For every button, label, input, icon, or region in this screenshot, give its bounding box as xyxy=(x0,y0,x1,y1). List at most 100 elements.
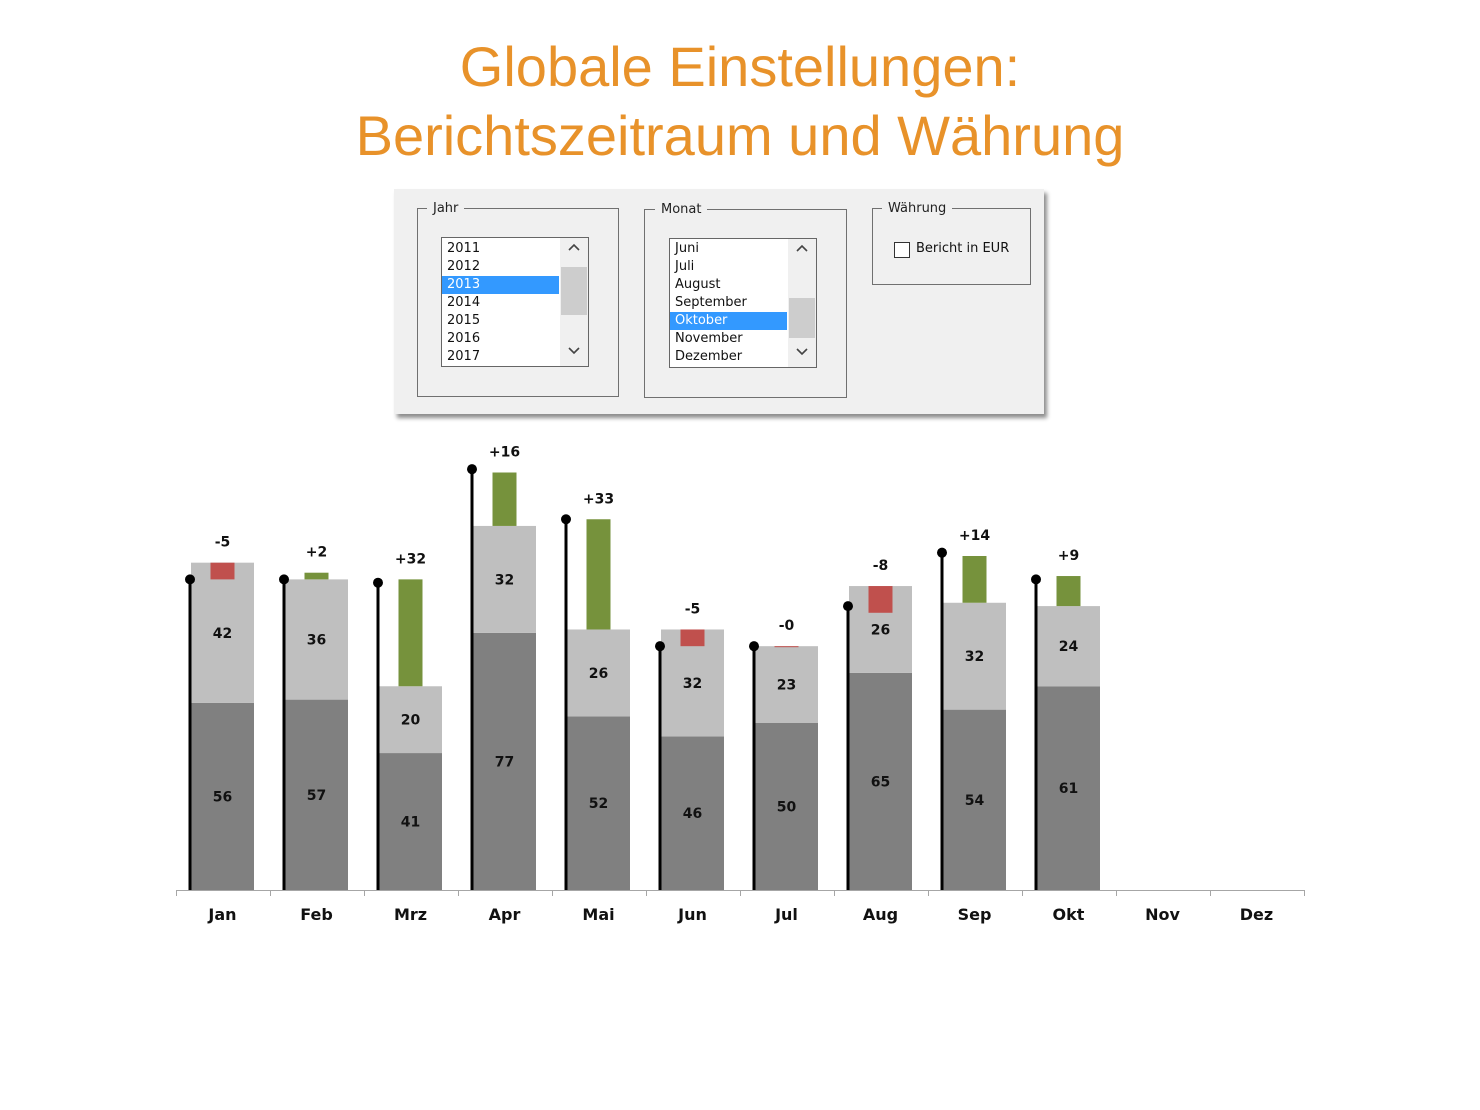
bar-base xyxy=(285,699,348,890)
year-scrollbar[interactable] xyxy=(560,238,588,366)
reference-dot xyxy=(937,547,947,558)
value-label-upper: 32 xyxy=(495,572,514,588)
bar-base xyxy=(473,632,536,890)
bar-variance xyxy=(680,629,705,647)
value-label-base: 50 xyxy=(777,800,797,816)
month-list-items: Juni Juli August September Oktober November De… xyxy=(670,240,787,366)
value-label-upper: 23 xyxy=(777,678,796,694)
reference-dot xyxy=(843,601,853,612)
year-list-item[interactable]: 2016 xyxy=(447,331,481,346)
year-list-items: 2011 2012 2013 2014 2015 2016 2017 xyxy=(442,240,559,366)
x-tick-label: Apr xyxy=(489,905,521,924)
bar-variance xyxy=(1056,576,1081,607)
reference-dot xyxy=(185,574,195,585)
value-label-upper: 32 xyxy=(683,676,702,692)
page-title-line2: Berichtszeitraum und Währung xyxy=(355,104,1125,167)
value-label-base: 52 xyxy=(589,796,608,812)
month-list-item[interactable]: November xyxy=(675,331,743,346)
month-list-item[interactable]: Oktober xyxy=(670,312,787,330)
month-list-item[interactable]: Juni xyxy=(675,241,699,256)
variance-label: -5 xyxy=(215,535,231,551)
reference-dot xyxy=(561,514,571,525)
bar-base xyxy=(943,709,1006,890)
year-group-label: Jahr xyxy=(427,201,465,216)
month-list-item[interactable]: Juli xyxy=(675,259,695,274)
bar-variance xyxy=(304,572,329,580)
currency-group-label: Währung xyxy=(882,201,953,216)
eur-checkbox-label[interactable]: Bericht in EUR xyxy=(916,241,1010,256)
bar-upper xyxy=(567,629,630,717)
value-label-base: 61 xyxy=(1059,781,1078,797)
bar-base xyxy=(755,723,818,890)
year-list-item[interactable]: 2011 xyxy=(447,241,481,256)
x-tick-label: Okt xyxy=(1053,905,1085,924)
bar-base xyxy=(849,672,912,890)
year-list-item[interactable]: 2015 xyxy=(447,313,481,328)
value-label-upper: 26 xyxy=(589,666,608,682)
scroll-down-button[interactable] xyxy=(788,343,816,367)
month-group-label: Monat xyxy=(655,202,708,217)
variance-label: -5 xyxy=(685,601,701,617)
bar-upper xyxy=(191,562,254,703)
bar-base xyxy=(567,716,630,890)
value-label-base: 65 xyxy=(871,774,890,790)
value-label-base: 41 xyxy=(401,815,420,831)
month-list-item[interactable]: Dezember xyxy=(675,349,743,364)
x-tick-label: Nov xyxy=(1145,905,1180,924)
year-listbox[interactable]: 2011 2012 2013 2014 2015 2016 2017 xyxy=(441,237,589,367)
value-label-base: 57 xyxy=(307,788,326,804)
reference-dot xyxy=(749,641,759,652)
variance-label: -8 xyxy=(873,558,889,574)
value-label-upper: 36 xyxy=(307,633,326,649)
x-tick-label: Jul xyxy=(774,905,798,924)
value-label-base: 54 xyxy=(965,793,985,809)
year-list-item[interactable]: 2017 xyxy=(447,349,481,364)
year-scroll-thumb[interactable] xyxy=(561,267,587,315)
eur-checkbox[interactable] xyxy=(894,242,910,258)
value-label-upper: 20 xyxy=(401,713,421,729)
year-group: Jahr 2011 2012 2013 2014 2015 2016 2017 xyxy=(417,201,619,397)
bar-upper xyxy=(473,525,536,633)
bar-variance xyxy=(868,586,893,613)
month-list-item[interactable]: September xyxy=(675,295,747,310)
variance-label: +14 xyxy=(959,528,990,544)
year-list-item[interactable]: 2013 xyxy=(442,276,559,294)
reference-dot xyxy=(1031,574,1041,585)
month-scroll-thumb[interactable] xyxy=(789,298,815,338)
month-group: Monat Juni Juli August September Oktober Nove… xyxy=(644,202,847,398)
value-label-base: 56 xyxy=(213,789,232,805)
scroll-up-button[interactable] xyxy=(788,239,816,263)
month-scrollbar[interactable] xyxy=(788,239,816,367)
value-label-upper: 32 xyxy=(965,649,984,665)
chevron-down-icon xyxy=(568,347,580,355)
bar-variance xyxy=(398,579,423,687)
currency-group: Währung Bericht in EUR xyxy=(872,201,1031,285)
x-tick-label: Jun xyxy=(677,905,707,924)
variance-label: +32 xyxy=(395,551,426,567)
scroll-down-button[interactable] xyxy=(560,342,588,366)
bar-variance xyxy=(774,646,799,648)
year-list-item[interactable]: 2014 xyxy=(447,295,481,310)
variance-label: +2 xyxy=(306,545,327,561)
reference-dot xyxy=(655,641,665,652)
bar-upper xyxy=(755,646,818,723)
bar-upper xyxy=(943,602,1006,710)
reference-dot xyxy=(373,577,383,588)
x-tick-label: Sep xyxy=(958,905,992,924)
month-list-item[interactable]: August xyxy=(675,277,721,292)
value-label-base: 77 xyxy=(495,754,514,770)
variance-label: +16 xyxy=(489,445,520,461)
month-listbox[interactable]: Juni Juli August September Oktober November De… xyxy=(669,238,817,368)
x-tick-label: Aug xyxy=(863,905,898,924)
bar-base xyxy=(661,736,724,890)
year-list-item[interactable]: 2012 xyxy=(447,259,481,274)
value-label-upper: 26 xyxy=(871,622,890,638)
value-label-upper: 24 xyxy=(1059,639,1079,655)
bar-upper xyxy=(379,686,442,754)
variance-label: +33 xyxy=(583,491,614,507)
bar-base xyxy=(1037,686,1100,890)
scroll-up-button[interactable] xyxy=(560,238,588,262)
bar-upper xyxy=(661,629,724,737)
x-tick-label: Mrz xyxy=(394,905,427,924)
